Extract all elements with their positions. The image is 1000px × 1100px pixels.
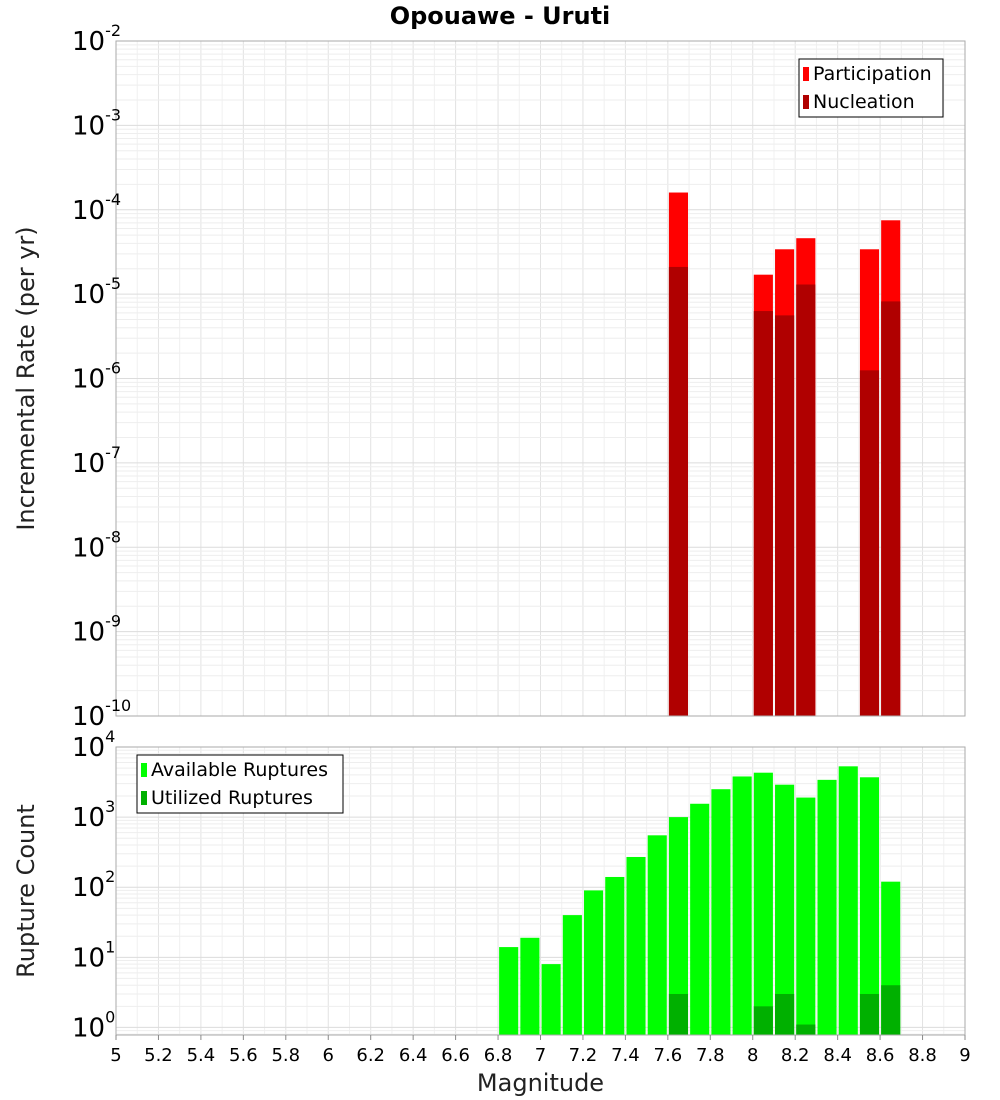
bar-available-ruptures bbox=[647, 835, 667, 1035]
bar-available-ruptures bbox=[838, 766, 858, 1035]
x-tick-label: 7.6 bbox=[654, 1045, 683, 1066]
x-tick-label: 8.8 bbox=[908, 1045, 937, 1066]
bar-nucleation bbox=[859, 370, 880, 716]
bar-available-ruptures bbox=[817, 779, 837, 1035]
legend-entry: Available Ruptures bbox=[151, 759, 328, 781]
bar-nucleation bbox=[668, 266, 689, 716]
bar-available-ruptures bbox=[711, 789, 731, 1035]
legend-entry: Participation bbox=[813, 63, 932, 85]
legend-swatch bbox=[141, 791, 147, 805]
y-tick-label: 101 bbox=[72, 937, 115, 973]
legend-swatch bbox=[141, 763, 147, 777]
bar-utilized-ruptures bbox=[881, 985, 901, 1035]
bar-available-ruptures bbox=[520, 937, 540, 1035]
x-tick-label: 6.2 bbox=[356, 1045, 385, 1066]
x-tick-label: 6.4 bbox=[399, 1045, 428, 1066]
bar-available-ruptures bbox=[690, 803, 710, 1035]
y-tick-label: 10-8 bbox=[72, 527, 121, 563]
x-tick-label: 8.2 bbox=[781, 1045, 810, 1066]
x-tick-label: 5.8 bbox=[271, 1045, 300, 1066]
x-tick-label: 7.8 bbox=[696, 1045, 725, 1066]
count-panel-legend: Available Ruptures Utilized Ruptures bbox=[136, 754, 344, 814]
bar-available-ruptures bbox=[562, 915, 582, 1035]
y-tick-label: 10-9 bbox=[72, 612, 121, 648]
rate-panel-frame bbox=[115, 40, 966, 717]
x-tick-label: 7.2 bbox=[569, 1045, 598, 1066]
x-tick-label: 7 bbox=[535, 1045, 546, 1066]
y-tick-label: 100 bbox=[72, 1007, 115, 1043]
chart-title: Opouawe - Uruti bbox=[390, 2, 611, 30]
bar-available-ruptures bbox=[668, 817, 689, 1035]
y-tick-label: 104 bbox=[72, 727, 115, 763]
legend-swatch bbox=[803, 95, 809, 109]
bar-nucleation bbox=[881, 301, 901, 716]
legend-entry: Utilized Ruptures bbox=[151, 787, 313, 809]
bar-available-ruptures bbox=[541, 964, 561, 1035]
count-panel-bars bbox=[499, 766, 901, 1035]
x-tick-label: 7.4 bbox=[611, 1045, 640, 1066]
x-tick-label: 5.2 bbox=[144, 1045, 173, 1066]
bar-utilized-ruptures bbox=[668, 993, 689, 1035]
y-tick-label: 10-4 bbox=[72, 190, 121, 226]
rate-panel-y-ticks: 10-10 10-9 10-8 10-7 10-6 10-5 10-4 10-3 10-2 bbox=[72, 21, 131, 732]
bar-available-ruptures bbox=[584, 890, 604, 1035]
bar-available-ruptures bbox=[605, 876, 625, 1035]
x-tick-label: 6.6 bbox=[441, 1045, 470, 1066]
bar-available-ruptures bbox=[732, 776, 752, 1035]
bar-utilized-ruptures bbox=[796, 1024, 816, 1035]
bar-available-ruptures bbox=[775, 784, 795, 1035]
x-tick-label: 6.8 bbox=[484, 1045, 513, 1066]
legend-swatch bbox=[803, 67, 809, 81]
y-tick-label: 10-6 bbox=[72, 359, 121, 395]
x-tick-label: 9 bbox=[959, 1045, 970, 1066]
legend-entry: Nucleation bbox=[813, 91, 915, 113]
y-tick-label: 10-2 bbox=[72, 21, 121, 57]
x-tick-label: 8.6 bbox=[866, 1045, 895, 1066]
bar-available-ruptures bbox=[499, 947, 519, 1035]
legend-box bbox=[136, 754, 344, 814]
y-tick-label: 10-7 bbox=[72, 443, 121, 479]
bar-utilized-ruptures bbox=[859, 993, 880, 1035]
x-tick-label: 8.4 bbox=[823, 1045, 852, 1066]
x-tick-label: 8 bbox=[747, 1045, 758, 1066]
x-axis-ticks: 5 5.2 5.4 5.6 5.8 6 6.2 6.4 6.6 6.8 7 7.2 7.4 7.6 7.8 8… bbox=[110, 1035, 971, 1066]
bar-nucleation bbox=[796, 284, 816, 716]
bar-available-ruptures bbox=[859, 777, 880, 1035]
y-tick-label: 10-10 bbox=[72, 696, 131, 732]
y-tick-label: 102 bbox=[72, 867, 115, 903]
bar-utilized-ruptures bbox=[753, 1006, 773, 1035]
bar-available-ruptures bbox=[796, 797, 816, 1035]
rate-panel-y-axis-label: Incremental Rate (per yr) bbox=[12, 226, 40, 530]
bar-nucleation bbox=[753, 311, 773, 716]
y-tick-label: 10-3 bbox=[72, 105, 121, 141]
legend-box bbox=[798, 58, 944, 118]
x-tick-label: 5 bbox=[110, 1045, 121, 1066]
x-tick-label: 5.4 bbox=[187, 1045, 216, 1066]
rate-panel-bars bbox=[668, 192, 901, 717]
bar-nucleation bbox=[775, 315, 795, 716]
bar-utilized-ruptures bbox=[775, 993, 795, 1035]
x-tick-label: 6 bbox=[323, 1045, 334, 1066]
x-tick-label: 5.6 bbox=[229, 1045, 258, 1066]
count-panel-y-ticks: 100 101 102 103 104 bbox=[72, 727, 115, 1043]
count-panel: 100 101 102 103 104 5 5.2 5.4 5.6 5.8 6 6.2 6.4 6.6 6… bbox=[12, 727, 971, 1097]
y-tick-label: 103 bbox=[72, 797, 115, 833]
bar-available-ruptures bbox=[626, 856, 646, 1035]
rate-panel-grid bbox=[115, 40, 966, 717]
x-axis-label: Magnitude bbox=[477, 1069, 604, 1097]
y-tick-label: 10-5 bbox=[72, 274, 121, 310]
rate-panel-legend: Participation Nucleation bbox=[798, 58, 944, 118]
bar-available-ruptures bbox=[753, 772, 773, 1035]
rate-panel: 10-10 10-9 10-8 10-7 10-6 10-5 10-4 10-3 10-2 In… bbox=[12, 21, 966, 732]
count-panel-y-axis-label: Rupture Count bbox=[12, 804, 40, 978]
